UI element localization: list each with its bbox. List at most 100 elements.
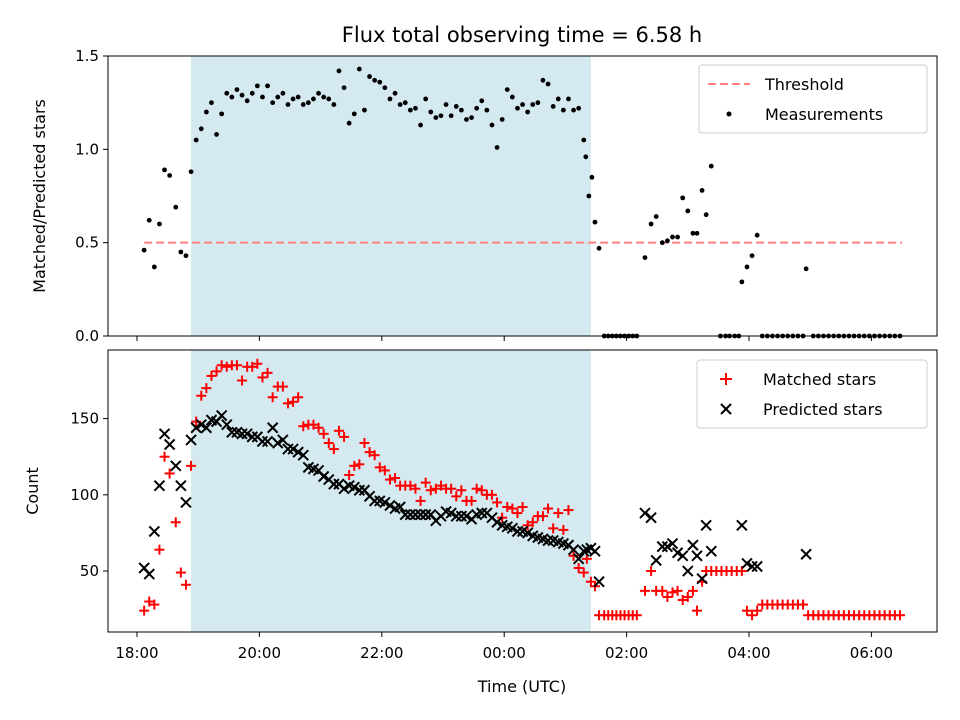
predicted-point: [338, 483, 350, 495]
matched-point: [328, 444, 339, 455]
predicted-point: [236, 428, 248, 440]
measurement-point: [479, 98, 485, 104]
predicted-point: [256, 435, 269, 448]
predicted-point: [266, 422, 279, 434]
matched-point: [196, 390, 207, 401]
predicted-point: [277, 434, 289, 446]
matched-point: [798, 599, 809, 610]
matched-point: [425, 485, 436, 496]
matched-point: [247, 361, 258, 372]
x-tick-label: 22:00: [360, 644, 403, 662]
measurement-point: [489, 122, 495, 128]
matched-point: [252, 358, 263, 369]
measurement-point: [377, 79, 383, 85]
measurement-point: [428, 109, 434, 115]
predicted-point: [394, 501, 406, 513]
measurement-point: [326, 96, 332, 102]
measurement-point: [367, 74, 372, 79]
matched-point: [339, 431, 350, 442]
predicted-point: [143, 568, 155, 580]
predicted-point: [751, 560, 763, 573]
predicted-point: [705, 545, 717, 557]
predicted-point: [200, 422, 213, 434]
predicted-point: [741, 557, 753, 570]
ratio-y-axis-label: Matched/Predicted stars: [30, 99, 49, 293]
measurement-point: [648, 221, 654, 227]
matched-point: [390, 473, 401, 484]
matched-point: [741, 605, 752, 616]
measurement-point: [699, 188, 705, 193]
measurement-point: [642, 255, 648, 260]
matched-point: [257, 372, 268, 383]
matched-point: [687, 585, 698, 596]
measurement-point: [560, 107, 566, 113]
measurement-point: [162, 167, 167, 173]
matched-point: [288, 396, 299, 407]
x-tick-label: 04:00: [727, 644, 770, 662]
measurement-point: [659, 240, 665, 246]
matched-point: [517, 502, 528, 513]
predicted-point: [287, 443, 299, 455]
predicted-point: [671, 547, 684, 559]
matched-point: [159, 451, 170, 462]
matched-point: [282, 398, 293, 409]
measurement-point: [157, 221, 162, 227]
predicted-point: [521, 527, 534, 539]
matched-point: [277, 381, 288, 392]
matched-point: [231, 360, 242, 371]
matched-point: [522, 520, 533, 531]
measurement-point: [589, 174, 595, 180]
matched-point: [646, 566, 657, 577]
matched-point: [682, 591, 693, 602]
matched-point: [298, 421, 309, 432]
ratio-legend-box: [698, 64, 928, 134]
count-legend: Matched stars Predicted stars: [696, 359, 928, 429]
measurement-point: [474, 105, 480, 111]
matched-point: [894, 610, 905, 621]
measurement-point: [576, 105, 582, 111]
measurement-point: [653, 214, 659, 219]
predicted-point: [656, 540, 669, 553]
measurement-point: [382, 85, 388, 91]
matched-point: [420, 477, 431, 488]
measurement-point: [443, 102, 449, 107]
observing-interval-shade: [191, 56, 591, 336]
predicted-point: [455, 510, 468, 522]
measurement-point: [300, 102, 306, 107]
measurement-point: [146, 217, 152, 223]
y-tick-label: 150: [70, 410, 99, 428]
x-tick-label: 18:00: [115, 644, 158, 662]
matched-point: [512, 508, 523, 519]
measurement-point: [295, 94, 301, 100]
measurements-legend-label: Measurements: [765, 105, 883, 124]
matched-point: [313, 422, 324, 433]
matched-point: [553, 508, 564, 519]
measurement-point: [754, 232, 760, 238]
measurement-point: [703, 212, 709, 218]
matched-point: [384, 474, 395, 485]
measurement-point: [458, 107, 464, 113]
measurement-point: [214, 132, 219, 137]
predicted-point: [353, 484, 366, 496]
matched-point: [752, 605, 763, 616]
ratio-plot-frame: [107, 55, 938, 337]
matched-point: [486, 489, 497, 500]
predicted-point: [328, 478, 340, 490]
measurement-point: [680, 195, 686, 201]
measurement-point: [173, 204, 179, 210]
measurement-point: [555, 96, 561, 102]
measurement-point: [305, 100, 311, 106]
predicted-point: [572, 553, 585, 565]
predicted-point: [578, 545, 590, 557]
predicted-point: [696, 572, 708, 585]
matched-point: [558, 524, 569, 535]
matched-point: [359, 437, 370, 448]
measurement-point: [545, 81, 551, 87]
measurement-point: [530, 102, 536, 107]
measurement-point: [280, 90, 286, 96]
measurement-point: [665, 238, 670, 244]
matched-point: [308, 419, 319, 430]
matched-point: [573, 562, 584, 573]
predicted-point: [414, 508, 427, 521]
